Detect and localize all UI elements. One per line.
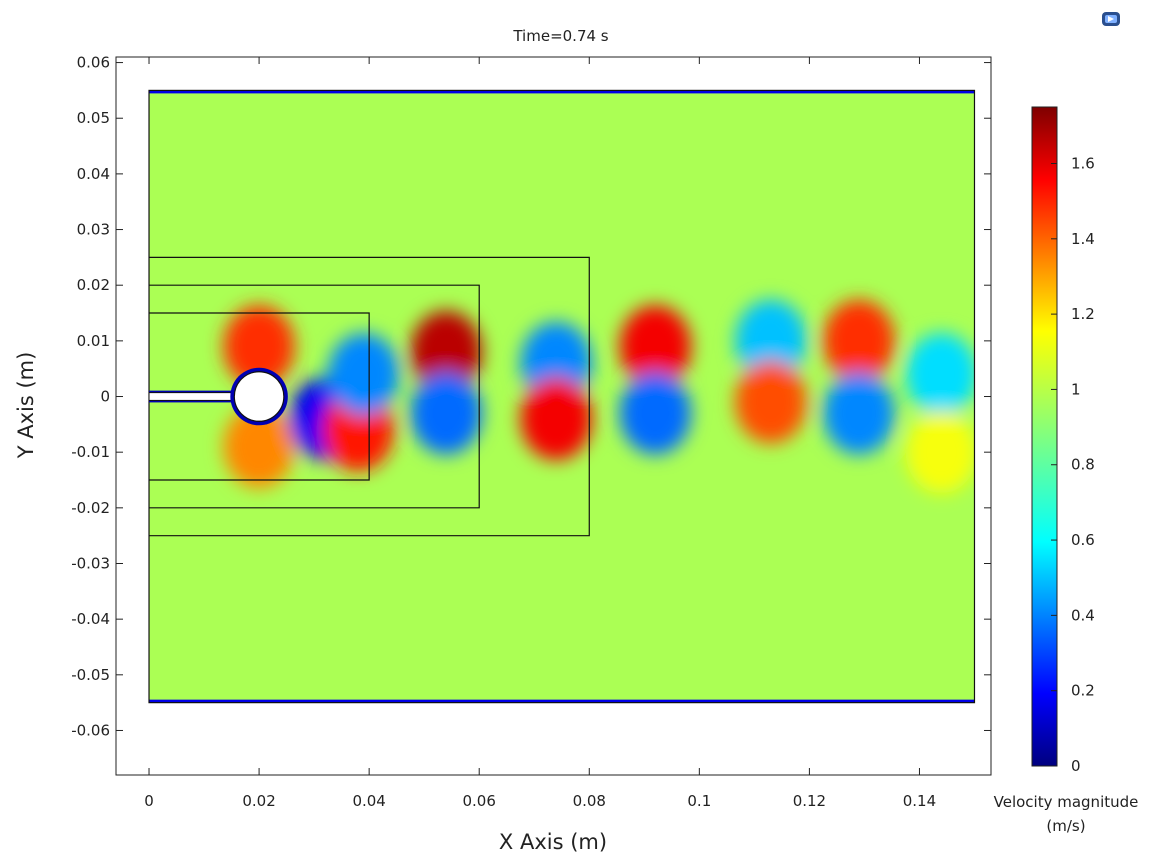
colorbar-tick-label: 1: [1071, 380, 1081, 398]
vortex-feature: [619, 305, 692, 388]
refinement-box: [149, 312, 370, 481]
vortex-feature: [905, 410, 975, 494]
refinement-box: [149, 284, 480, 509]
y-tick-label: 0: [100, 388, 110, 406]
colorbar-tick-label: 0.4: [1071, 606, 1095, 624]
comsol-logo-icon[interactable]: [1100, 10, 1122, 28]
y-tick-label: -0.04: [71, 610, 110, 628]
x-tick-label: 0.14: [903, 792, 936, 810]
y-tick-label: -0.06: [71, 721, 110, 739]
plot-title: Time=0.74 s: [512, 27, 608, 45]
colorbar-title-line1: Velocity magnitude: [994, 793, 1139, 811]
vortex-feature: [223, 305, 295, 388]
y-axis-title: Y Axis (m): [14, 352, 38, 460]
x-tick-label: 0.1: [687, 792, 711, 810]
vortex-feature: [735, 299, 807, 383]
vortex-feature: [735, 360, 807, 444]
x-tick-label: 0.06: [463, 792, 496, 810]
colorbar-tick-label: 0: [1071, 757, 1081, 775]
vortex-feature: [410, 310, 482, 394]
colorbar-tick-label: 0.2: [1071, 682, 1095, 700]
colorbar-tick-label: 1.6: [1071, 154, 1095, 172]
colorbar-tick-label: 0.6: [1071, 531, 1095, 549]
vortex-feature: [410, 371, 482, 455]
vortex-feature: [327, 332, 400, 416]
y-tick-label: 0.05: [77, 109, 110, 127]
x-tick-label: 0.04: [352, 792, 385, 810]
geometry-overlay: [148, 89, 976, 704]
x-axis-ticks: 0 0.02 0.04 0.06 0.08 0.1 0.12 0.14: [144, 57, 936, 810]
y-tick-label: 0.06: [77, 54, 110, 72]
colorbar-tick-label: 1.4: [1071, 230, 1095, 248]
colorbar-ticks: 1.6 1.4 1.2 1 0.8 0.6 0.4 0.2 0: [1051, 154, 1095, 775]
colorbar: [1031, 106, 1058, 767]
y-tick-label: -0.03: [71, 554, 110, 572]
y-tick-label: -0.05: [71, 666, 110, 684]
x-tick-label: 0.12: [793, 792, 826, 810]
x-axis-title: X Axis (m): [499, 830, 607, 854]
cylinder: [233, 371, 285, 422]
top-wall-boundary-layer: [149, 90, 975, 94]
y-tick-label: 0.01: [77, 332, 110, 350]
bottom-wall-boundary-layer: [149, 699, 975, 703]
x-tick-label: 0.08: [573, 792, 606, 810]
x-tick-label: 0.02: [242, 792, 275, 810]
y-tick-label: 0.02: [77, 276, 110, 294]
y-tick-label: -0.02: [71, 499, 110, 517]
colorbar-tick-label: 1.2: [1071, 305, 1095, 323]
y-axis-ticks: 0.06 0.05 0.04 0.03 0.02 0.01 0 -0.01 -0.02 -0.03…: [71, 54, 991, 739]
colorbar-tick-label: 0.8: [1071, 456, 1095, 474]
vortex-features: [223, 299, 975, 494]
vortex-feature: [619, 371, 692, 455]
y-tick-label: 0.04: [77, 165, 110, 183]
vortex-feature: [823, 299, 895, 383]
vortex-feature: [905, 332, 975, 416]
velocity-field: [149, 90, 975, 703]
axes-frame: [115, 56, 992, 776]
x-tick-label: 0: [144, 792, 154, 810]
y-tick-label: -0.01: [71, 443, 110, 461]
y-tick-label: 0.03: [77, 221, 110, 239]
refinement-box: [149, 256, 590, 537]
vortex-feature: [520, 377, 593, 461]
colorbar-title-line2: (m/s): [1046, 817, 1085, 835]
vortex-feature: [223, 405, 295, 488]
vortex-feature: [823, 371, 895, 455]
